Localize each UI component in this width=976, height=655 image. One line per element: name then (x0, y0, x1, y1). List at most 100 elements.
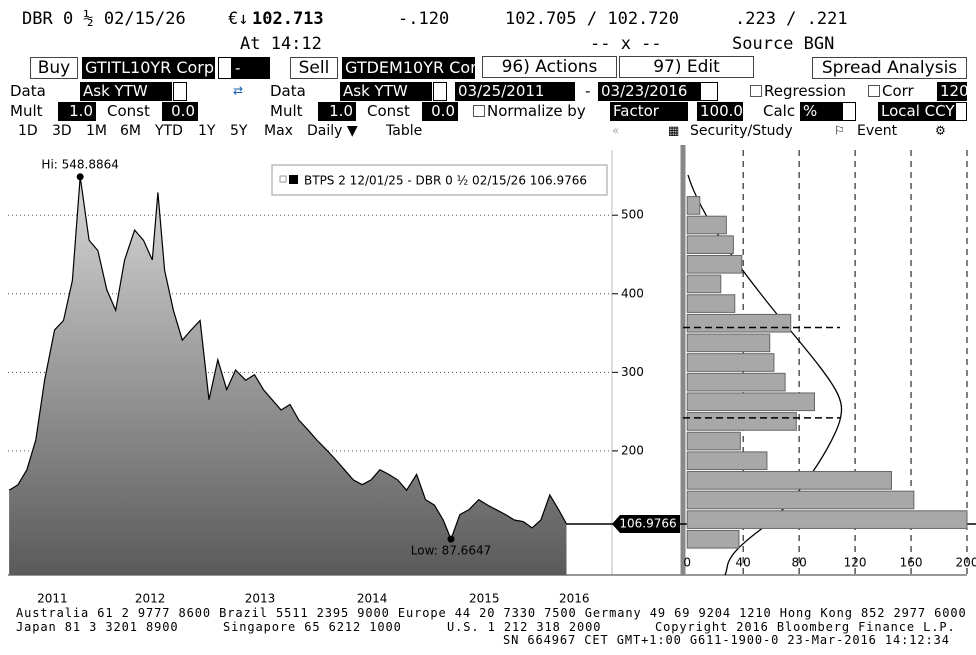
label: Const (107, 102, 150, 120)
footer-text: Copyright 2016 Bloomberg Finance L.P. (655, 620, 956, 634)
x-tick-label: 200 (956, 556, 976, 570)
dropdown[interactable] (173, 82, 187, 101)
legend-box (271, 164, 608, 196)
label: Const (367, 102, 410, 120)
checkbox[interactable] (868, 85, 880, 97)
bar (686, 372, 786, 392)
x-tick-label: 2016 (559, 592, 590, 606)
yields: .223 / .221 (735, 9, 848, 29)
dropdown[interactable] (433, 82, 447, 101)
annotation-marker (76, 173, 84, 181)
factor-value[interactable]: 100.0 (697, 102, 743, 121)
security1-field[interactable]: GTITL10YR Corp (82, 57, 215, 79)
bar (686, 490, 915, 510)
checkbox[interactable] (750, 85, 762, 97)
checkbox[interactable] (473, 105, 485, 117)
date-from[interactable]: 03/25/2011 (455, 82, 575, 101)
legend-label: BTPS 2 12/01/25 - DBR 0 ½ 02/15/26 106.9… (304, 174, 587, 188)
buy-button[interactable]: Buy (30, 57, 78, 79)
study-icon[interactable]: ▦ (668, 124, 679, 138)
event-button[interactable]: Event (857, 123, 898, 139)
area (9, 176, 567, 576)
swap-icon[interactable]: ⇄ (233, 84, 243, 98)
last-value-label: 106.9766 (619, 516, 676, 530)
time: At 14:12 (240, 34, 322, 54)
dropdown[interactable] (955, 102, 967, 121)
study-button[interactable]: Security/Study (690, 123, 793, 139)
label: Regression (764, 82, 847, 100)
factor-field[interactable]: Factor (610, 102, 688, 121)
bar (686, 392, 816, 412)
mult-field[interactable]: 1.0 (58, 102, 96, 121)
label: Mult (270, 102, 303, 120)
edit-button[interactable]: 97) Edit (619, 56, 754, 78)
range-button[interactable]: 3D (52, 123, 72, 139)
range-button[interactable]: 6M (120, 123, 141, 139)
range-button[interactable]: 1D (18, 123, 38, 139)
settings-icon[interactable]: ⚙ (935, 124, 946, 138)
corr-field[interactable]: 120 (937, 82, 969, 101)
mult-field[interactable]: 1.0 (318, 102, 356, 121)
bar (686, 254, 743, 274)
x-tick-label: 2015 (469, 592, 500, 606)
bar (686, 529, 740, 549)
footer-text: Singapore 65 6212 1000 (223, 620, 402, 634)
sell-button[interactable]: Sell (290, 57, 338, 79)
label: Mult (10, 102, 43, 120)
calc-field[interactable]: % (800, 102, 842, 121)
cross: -- x -- (590, 34, 662, 54)
label: Normalize by (487, 102, 586, 120)
x-tick-label: 80 (791, 556, 806, 570)
range-button[interactable]: 5Y (230, 123, 248, 139)
label: Data (10, 82, 46, 100)
security1-box[interactable] (218, 57, 232, 79)
data-field[interactable]: Ask YTW (340, 82, 432, 101)
annotation: Low: 87.6647 (411, 544, 491, 558)
currency-field[interactable]: Local CCY (878, 102, 955, 121)
bar (686, 471, 892, 490)
data-field[interactable]: Ask YTW (80, 82, 172, 101)
x-tick-label: 40 (736, 556, 751, 570)
dropdown[interactable] (842, 102, 856, 121)
table-button[interactable]: Table (386, 123, 423, 139)
label: Calc (763, 102, 796, 120)
footer-line: Australia 61 2 9777 8600 Brazil 5511 239… (16, 606, 967, 620)
legend-toggle[interactable] (279, 175, 287, 183)
range-button[interactable]: Max (264, 123, 293, 139)
y-tick-label: 500 (621, 208, 644, 222)
collapse-icon[interactable]: « (612, 124, 619, 138)
actions-button[interactable]: 96) Actions (482, 56, 617, 78)
x-tick-label: 2014 (357, 592, 388, 606)
dash: - (585, 82, 591, 100)
ticker: DBR 0 ½ 02/15/26 (22, 9, 186, 29)
bar (686, 333, 771, 353)
x-tick-label: 2012 (135, 592, 166, 606)
range-button[interactable]: 1M (86, 123, 107, 139)
const-field[interactable]: 0.0 (422, 102, 458, 121)
range-button[interactable]: YTD (155, 123, 183, 139)
x-tick-label: 2013 (245, 592, 276, 606)
security2-field[interactable]: GTDEM10YR Cor (342, 57, 477, 79)
legend: BTPS 2 12/01/25 - DBR 0 ½ 02/15/26 106.9… (271, 164, 608, 196)
security1-flag[interactable]: - (232, 57, 270, 79)
label: Data (270, 82, 306, 100)
legend-swatch (289, 175, 298, 184)
bar (686, 235, 734, 254)
dropdown[interactable] (700, 82, 718, 101)
bar (686, 353, 775, 372)
last-value-tag (612, 514, 680, 533)
const-field[interactable]: 0.0 (162, 102, 198, 121)
source: Source BGN (732, 34, 835, 54)
period-dropdown[interactable]: Daily ▼ (307, 123, 358, 139)
range-button[interactable]: 1Y (198, 123, 216, 139)
spread-button[interactable]: Spread Analysis (812, 57, 967, 79)
bar (686, 313, 792, 333)
x-tick-label: 120 (844, 556, 867, 570)
bar (686, 451, 768, 471)
date-to[interactable]: 03/23/2016 (598, 82, 700, 101)
event-icon[interactable]: ⚐ (834, 124, 845, 138)
bar (686, 412, 797, 431)
footer-text: Japan 81 3 3201 8900 (16, 620, 179, 634)
